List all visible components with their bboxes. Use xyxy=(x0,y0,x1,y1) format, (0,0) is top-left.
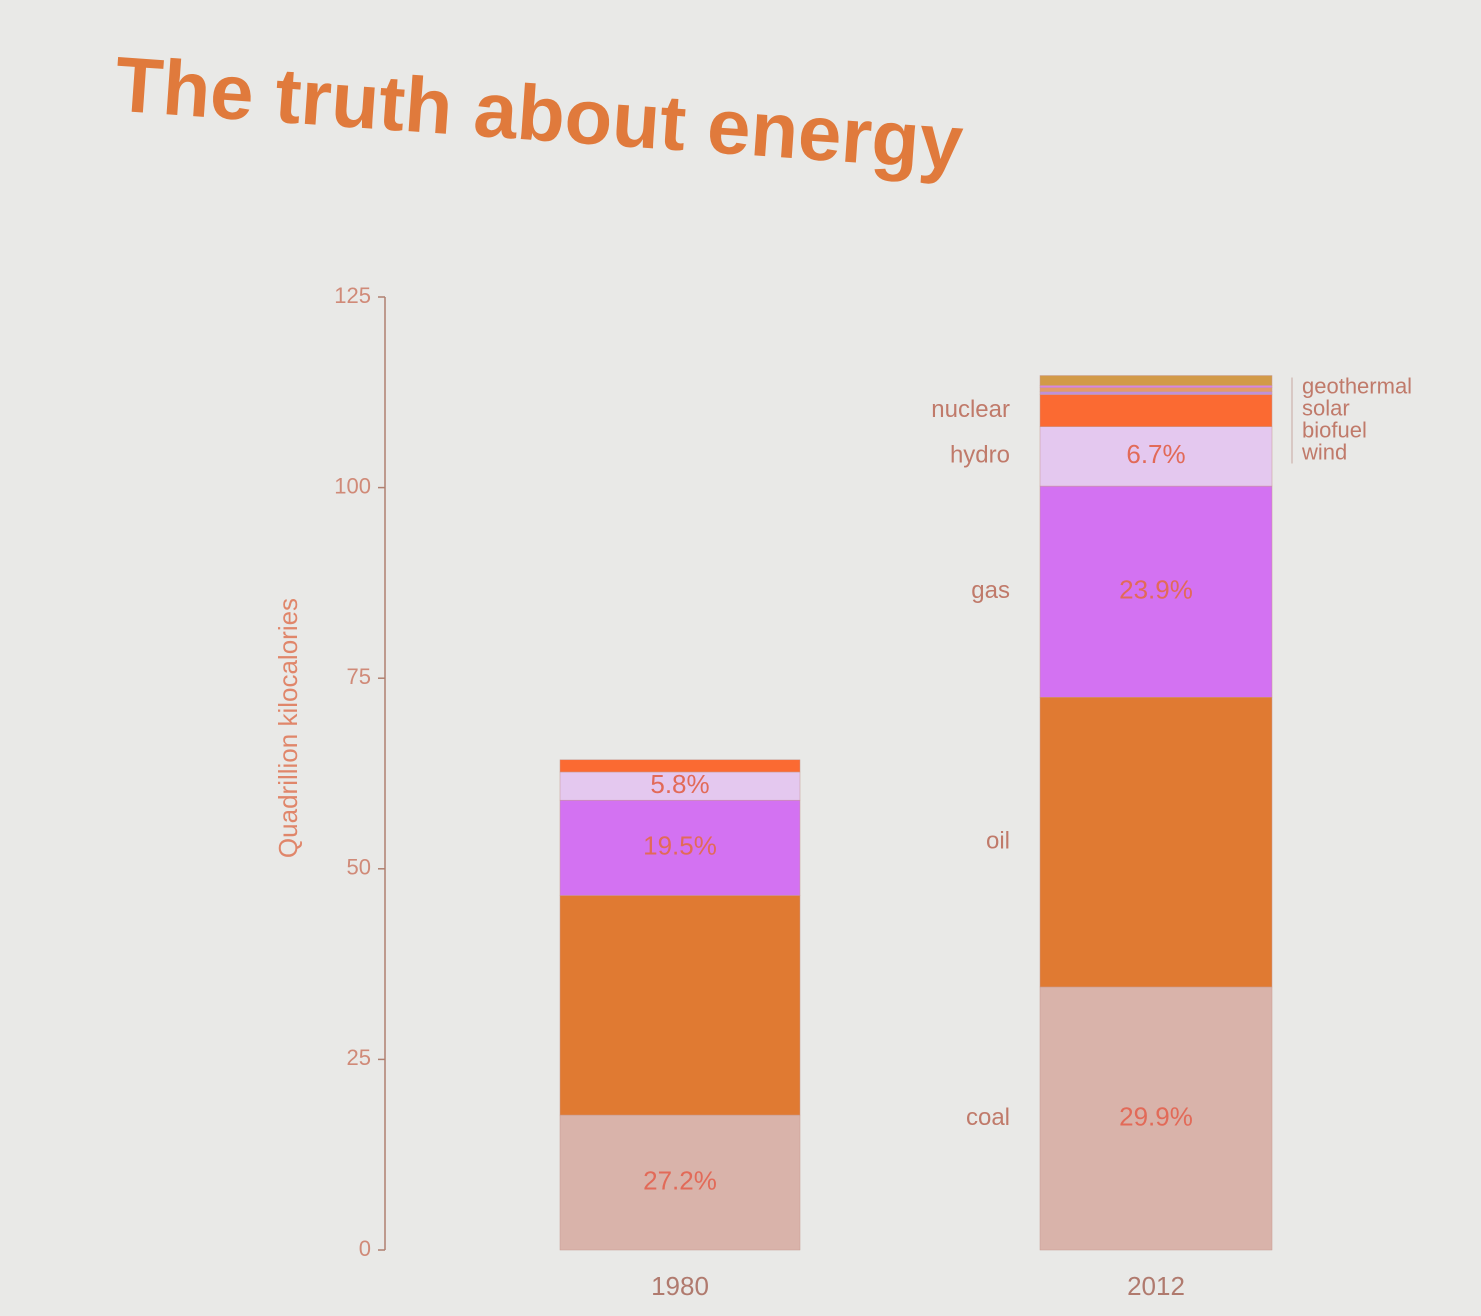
series-label: wind xyxy=(1301,439,1347,464)
y-tick-label: 100 xyxy=(334,473,371,498)
series-label: oil xyxy=(986,827,1010,854)
x-tick-label: 1980 xyxy=(651,1271,709,1301)
y-tick-label: 75 xyxy=(347,664,371,689)
y-tick-label: 125 xyxy=(334,283,371,308)
share-label: 23.9% xyxy=(1119,575,1193,605)
bar-segment xyxy=(560,895,800,1115)
share-label: 27.2% xyxy=(643,1165,717,1195)
share-label: 5.8% xyxy=(650,769,709,799)
share-label: 6.7% xyxy=(1126,439,1185,469)
y-axis-title: Quadrillion kilocalories xyxy=(273,598,303,858)
share-label: 29.9% xyxy=(1119,1101,1193,1131)
bar-segment xyxy=(1040,392,1272,395)
bar-segment xyxy=(1040,388,1272,392)
series-label: hydro xyxy=(950,442,1010,469)
bar-segment xyxy=(1040,697,1272,987)
page: The truth about energy Quadrillion kiloc… xyxy=(0,0,1481,1316)
x-tick-label: 2012 xyxy=(1127,1271,1185,1301)
bar-segment xyxy=(1040,376,1272,386)
series-label: coal xyxy=(966,1104,1010,1131)
bar-segment xyxy=(560,760,800,772)
bar-segment xyxy=(1040,385,1272,387)
y-tick-label: 50 xyxy=(347,855,371,880)
series-label: nuclear xyxy=(931,396,1010,423)
y-tick-label: 0 xyxy=(359,1236,371,1261)
share-label: 19.5% xyxy=(643,831,717,861)
y-tick-label: 25 xyxy=(347,1045,371,1070)
bar-segment xyxy=(1040,395,1272,427)
chart: The truth about energy Quadrillion kiloc… xyxy=(0,0,1481,1316)
series-label: gas xyxy=(971,577,1010,604)
